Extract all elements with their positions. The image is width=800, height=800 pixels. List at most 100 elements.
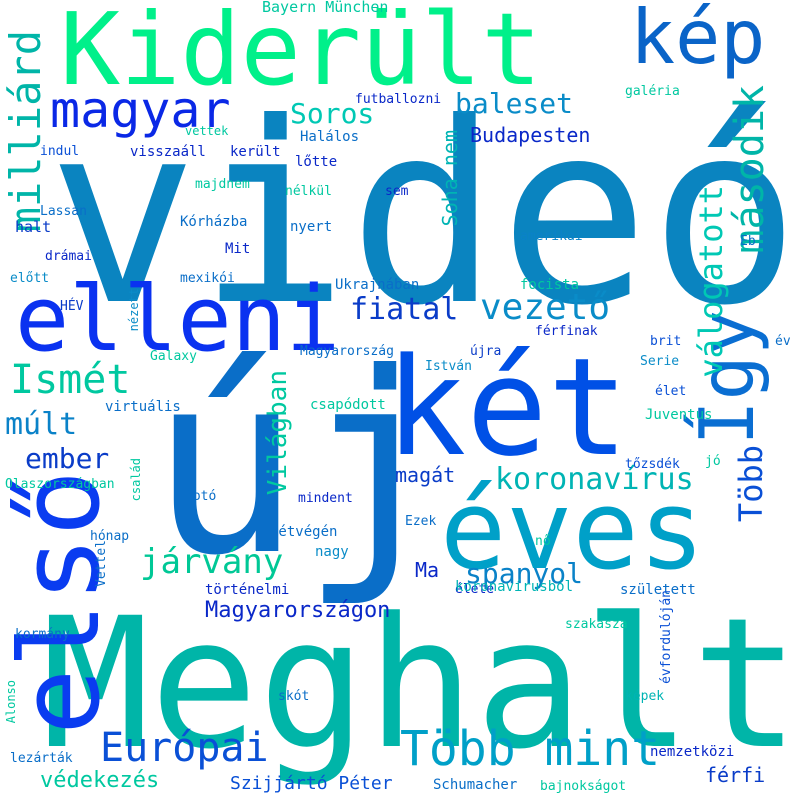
word-meghalt: Meghalt <box>41 580 800 789</box>
word-tobb: Több <box>732 445 770 523</box>
word-eb: Eb <box>740 234 756 249</box>
word-hev: HÉV <box>60 299 84 314</box>
word-ezek: Ezek <box>405 514 437 529</box>
word-mexikoi: mexikói <box>180 271 235 286</box>
word-magat: magát <box>395 463 456 487</box>
word-spanyol: spanyol <box>465 557 584 590</box>
word-evfordulojan: évfordulóján <box>659 590 674 684</box>
word-sem: sem <box>385 184 409 199</box>
word-no: nő <box>535 534 551 549</box>
word-ma: Ma <box>415 558 440 582</box>
word-nemzetkozi: nemzetközi <box>650 744 735 760</box>
word-kiderult: Kiderült <box>60 0 542 108</box>
word-uj: új <box>150 319 452 610</box>
word-ev: év <box>775 334 791 349</box>
word-jarvany: járvány <box>140 542 284 582</box>
word-serie: Serie <box>640 354 680 369</box>
word-mult: múlt <box>5 407 78 442</box>
word-lotte: lőtte <box>295 154 338 170</box>
word-amerikai: amerikai <box>520 229 583 244</box>
word-szijjarto-peter: Szijjártó Péter <box>230 773 393 794</box>
word-foto: fotó <box>185 489 217 504</box>
word-ismet: Ismét <box>10 357 131 403</box>
word-szakasza: szakasza <box>565 617 628 632</box>
word-tortenelmi: történelmi <box>205 582 290 598</box>
word-honap: hónap <box>90 529 130 544</box>
word-galeria: galéria <box>625 84 680 99</box>
word-kep: kép <box>630 0 766 81</box>
word-ket: két <box>385 329 629 486</box>
word-kerult: került <box>230 144 281 160</box>
word-ferfinak: férfinak <box>535 324 598 339</box>
word-magyar: magyar <box>50 81 231 139</box>
word-elet: élet <box>655 384 687 399</box>
word-alonso: Alonso <box>4 680 18 724</box>
word-ujra: újra <box>470 344 502 359</box>
word-magyarorszag: Magyarország <box>300 344 394 359</box>
word-futballozni: futballozni <box>355 92 442 107</box>
word-hetvegen: hétvégén <box>270 524 338 540</box>
word-europai: Európai <box>100 725 269 771</box>
word-elleni: elleni <box>15 267 341 372</box>
word-csapodott: csapódott <box>310 397 386 413</box>
word-koronavirus: koronavírus <box>495 462 694 497</box>
word-schumacher: Schumacher <box>433 777 518 793</box>
word-bayern-munchen: Bayern München <box>262 0 389 16</box>
word-vilagban: Világban <box>263 370 293 496</box>
word-budapesten: Budapesten <box>470 123 591 147</box>
word-elso: első <box>0 470 124 735</box>
word-vedekezes: védekezés <box>40 768 160 793</box>
word-dramai: drámai <box>45 249 92 264</box>
word-soros: Soros <box>290 97 375 130</box>
word-eves: éves <box>440 466 705 594</box>
word-jo: jó <box>705 454 721 469</box>
word-valogatott: válogatott <box>692 185 730 378</box>
word-mit: Mit <box>225 241 251 257</box>
word-ukrajnaban: Ukrajnában <box>335 277 420 293</box>
word-olaszorszagban: Olaszországban <box>5 477 115 492</box>
word-elete: élete <box>455 582 495 597</box>
word-focista: focista <box>520 277 580 293</box>
word-video: videó <box>47 69 800 360</box>
word-fiatal: fiatal <box>350 292 459 327</box>
word-csalad: család <box>129 458 143 502</box>
word-halalos: Halálos <box>300 129 360 145</box>
word-ferfi: férfi <box>705 763 766 787</box>
word-tobb-mint: Több mint <box>400 721 661 777</box>
word-majdnem: majdnem <box>195 177 250 192</box>
word-magyarorszagon: Magyarországon <box>205 598 391 623</box>
word-visszaall: visszaáll <box>130 144 206 160</box>
word-vettel: Vettel <box>94 540 109 587</box>
word-brit: brit <box>650 334 682 349</box>
word-juventus: Juventus <box>645 407 713 423</box>
word-korhazba: Kórházba <box>180 214 248 230</box>
word-soha-nem: Soha nem <box>438 130 462 227</box>
word-kormany: kormány <box>15 627 70 642</box>
word-koronavirusbol: koronavírusból <box>455 579 574 595</box>
word-masodik: második <box>727 85 773 254</box>
word-vettek: vettek <box>185 124 229 138</box>
word-lassan: Lassan <box>40 204 87 219</box>
word-bajnoksagot: bajnokságot <box>540 779 627 794</box>
word-lezartak: lezárták <box>10 751 73 766</box>
word-kepek: képek <box>625 689 665 704</box>
word-indul: indul <box>40 144 80 159</box>
word-vezeto: vezető <box>480 287 611 328</box>
word-virtualis: virtuális <box>105 399 181 415</box>
word-mindent: mindent <box>298 491 353 506</box>
word-milliard: milliárd <box>1 30 50 233</box>
word-baleset: baleset <box>455 87 574 120</box>
word-galaxy: Galaxy <box>150 349 197 364</box>
word-istvan: István <box>425 359 472 374</box>
word-skot: skót <box>278 689 310 704</box>
word-ember: ember <box>25 442 110 475</box>
word-nyert: nyert <box>290 219 333 235</box>
word-elott: előtt <box>10 271 50 286</box>
word-szuletett: született <box>620 582 696 598</box>
word-halt: halt <box>15 218 52 236</box>
word-nezett: nézett <box>127 288 141 332</box>
word-nagy: nagy <box>315 544 349 560</box>
word-tozsdek: tőzsdék <box>625 457 680 472</box>
word-nelkul: nélkül <box>285 184 332 199</box>
